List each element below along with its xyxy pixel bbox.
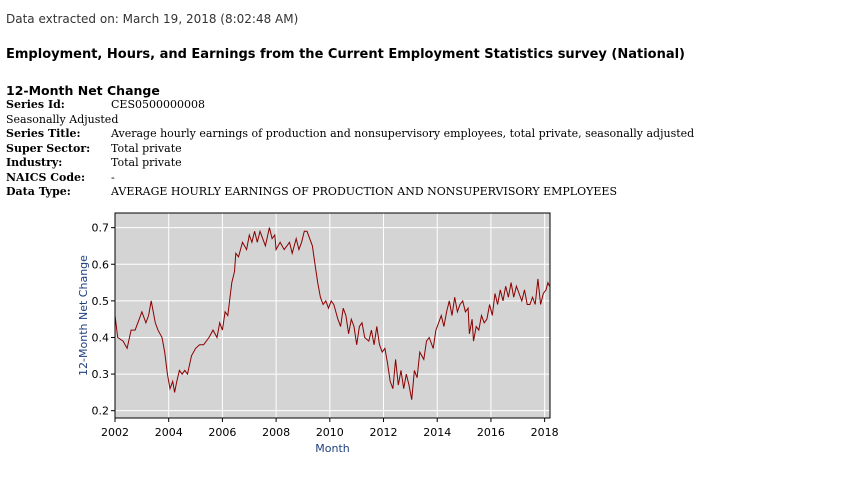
super-sector-value: Total private <box>111 141 182 155</box>
x-tick-label: 2014 <box>423 426 451 439</box>
industry-label: Industry: <box>6 156 63 169</box>
y-tick-label: 0.7 <box>92 222 110 235</box>
data-type-value: AVERAGE HOURLY EARNINGS OF PRODUCTION AN… <box>111 185 617 198</box>
x-axis-title: Month <box>315 442 350 455</box>
x-tick-label: 2012 <box>370 426 398 439</box>
y-tick-label: 0.2 <box>92 405 110 418</box>
y-axis-title: 12-Month Net Change <box>77 255 90 376</box>
x-tick-label: 2016 <box>477 426 505 439</box>
series-id-label: Series Id: <box>6 98 65 111</box>
series-heading: 12-Month Net Change <box>6 83 160 98</box>
naics-label: NAICS Code: <box>6 170 86 184</box>
plot-area <box>115 213 550 418</box>
seasonal-row: Seasonally Adjusted <box>6 113 694 128</box>
industry-value: Total private <box>111 156 182 169</box>
super-sector-row: Super Sector: Total private <box>6 142 694 157</box>
series-id-value: CES0500000008 <box>111 98 205 111</box>
y-tick-label: 0.3 <box>92 368 110 381</box>
x-tick-label: 2018 <box>531 426 559 439</box>
naics-row: NAICS Code: - <box>6 171 694 186</box>
series-id-row: Series Id: CES0500000008 <box>6 98 694 113</box>
series-title-row: Series Title: Average hourly earnings of … <box>6 127 694 142</box>
data-type-label: Data Type: <box>6 185 71 198</box>
y-tick-label: 0.4 <box>92 331 110 344</box>
x-tick-label: 2008 <box>262 426 290 439</box>
series-title-label: Series Title: <box>6 127 81 140</box>
super-sector-label: Super Sector: <box>6 141 91 155</box>
data-type-row: Data Type: AVERAGE HOURLY EARNINGS OF PRO… <box>6 185 694 200</box>
survey-title: Employment, Hours, and Earnings from the… <box>6 47 686 62</box>
y-tick-label: 0.5 <box>92 295 110 308</box>
x-tick-label: 2010 <box>316 426 344 439</box>
series-title-value: Average hourly earnings of production an… <box>111 127 695 140</box>
seasonal-adjustment: Seasonally Adjusted <box>6 112 119 126</box>
y-tick-label: 0.6 <box>92 258 110 271</box>
x-tick-label: 2002 <box>101 426 129 439</box>
plot-frame <box>114 212 551 419</box>
x-tick-label: 2006 <box>208 426 236 439</box>
x-tick-label: 2004 <box>155 426 183 439</box>
industry-row: Industry: Total private <box>6 156 694 171</box>
naics-value: - <box>111 170 115 184</box>
series-info: 12-Month Net Change Series Id: CES0500000… <box>6 83 694 200</box>
extraction-timestamp: Data extracted on: March 19, 2018 (8:02:… <box>6 12 299 26</box>
axis-ticks: 2002 2004 2006 2008 2010 2012 2014 2016 2018 0.2 0… <box>92 222 559 439</box>
series-line <box>114 227 550 400</box>
